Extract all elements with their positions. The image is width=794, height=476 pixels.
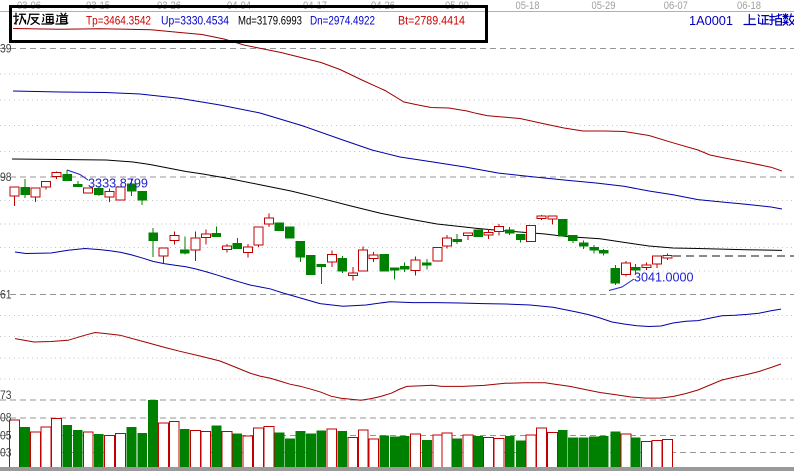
svg-text:61: 61 bbox=[0, 290, 12, 302]
svg-text:Up=3330.4534: Up=3330.4534 bbox=[161, 14, 229, 28]
svg-text:1A0001: 1A0001 bbox=[689, 13, 733, 28]
svg-text:Tp=3464.3542: Tp=3464.3542 bbox=[86, 14, 151, 28]
svg-text:Bt=2789.4414: Bt=2789.4414 bbox=[398, 14, 465, 28]
svg-text:06-18: 06-18 bbox=[737, 0, 761, 12]
svg-text:08: 08 bbox=[0, 413, 12, 425]
svg-text:39: 39 bbox=[0, 44, 12, 56]
svg-text:73: 73 bbox=[0, 390, 12, 402]
svg-text:Dn=2974.4922: Dn=2974.4922 bbox=[310, 14, 375, 28]
svg-text:05: 05 bbox=[0, 430, 12, 442]
svg-text:05-29: 05-29 bbox=[592, 0, 616, 12]
svg-text:3041.0000: 3041.0000 bbox=[634, 271, 694, 285]
svg-text:03: 03 bbox=[0, 447, 12, 459]
svg-text:98: 98 bbox=[0, 172, 12, 184]
svg-text:3333.8799: 3333.8799 bbox=[88, 177, 148, 191]
svg-text:Md=3179.6993: Md=3179.6993 bbox=[238, 14, 302, 28]
svg-text:06-07: 06-07 bbox=[664, 0, 688, 12]
svg-text:05-18: 05-18 bbox=[516, 0, 540, 12]
